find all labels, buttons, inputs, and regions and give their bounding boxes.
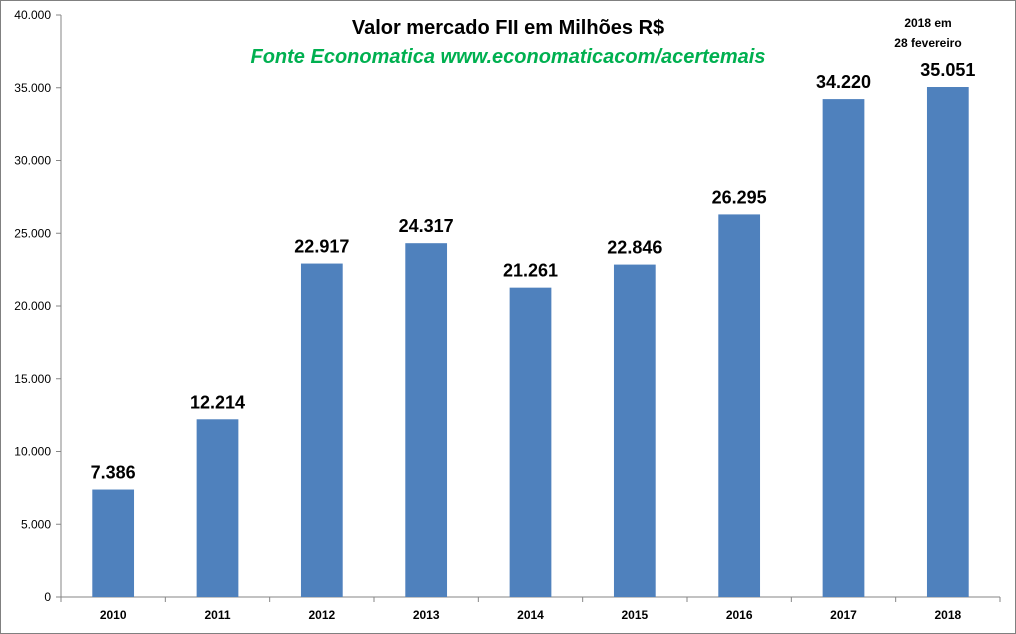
bar-2018 xyxy=(926,87,969,598)
bar-2010 xyxy=(92,489,135,597)
x-tick-label-2016: 2016 xyxy=(726,608,753,622)
bar-2011 xyxy=(196,419,239,597)
x-tick-label-2013: 2013 xyxy=(413,608,440,622)
plot-area: 0 5.000 10.000 15.000 20.000 25.000 30.000 35.0… xyxy=(14,8,1001,622)
bar-2016 xyxy=(718,214,761,597)
x-tick-label-2014: 2014 xyxy=(517,608,544,622)
data-label-2017: 34.220 xyxy=(816,72,871,92)
y-tick-label: 20.000 xyxy=(14,299,51,313)
data-label-2018: 35.051 xyxy=(920,60,975,80)
data-label-2010: 7.386 xyxy=(91,463,136,483)
data-label-2011: 12.214 xyxy=(190,392,245,412)
x-tick-label-2011: 2011 xyxy=(204,608,230,622)
bar-2015 xyxy=(613,264,656,597)
data-label-2015: 22.846 xyxy=(607,238,662,258)
chart-title: Valor mercado FII em Milhões R$ xyxy=(352,17,664,39)
y-tick-label: 5.000 xyxy=(21,517,51,531)
x-tick-label-2012: 2012 xyxy=(308,608,335,622)
chart-note-line-1: 2018 em xyxy=(904,16,951,30)
y-tick-label: 35.000 xyxy=(14,81,51,95)
x-tick-label-2017: 2017 xyxy=(830,608,857,622)
data-label-2014: 21.261 xyxy=(503,261,558,281)
data-label-2016: 26.295 xyxy=(712,187,767,207)
bar-2014 xyxy=(509,287,552,597)
data-label-2012: 22.917 xyxy=(294,237,349,257)
y-tick-label: 15.000 xyxy=(14,372,51,386)
y-tick-label: 30.000 xyxy=(14,154,51,168)
chart-note-line-2: 28 fevereiro xyxy=(894,36,961,50)
y-tick-label: 25.000 xyxy=(14,226,51,240)
y-tick-label: 40.000 xyxy=(14,8,51,22)
bar-2012 xyxy=(300,263,343,597)
data-label-2013: 24.317 xyxy=(399,216,454,236)
bar-2013 xyxy=(405,243,448,597)
bar-2017 xyxy=(822,99,865,597)
y-tick-label: 10.000 xyxy=(14,445,51,459)
y-tick-label: 0 xyxy=(44,590,51,604)
x-tick-label-2018: 2018 xyxy=(934,608,961,622)
x-tick-label-2015: 2015 xyxy=(621,608,648,622)
x-tick-label-2010: 2010 xyxy=(100,608,127,622)
chart-subtitle: Fonte Economatica www.economaticacom/ace… xyxy=(251,46,766,68)
